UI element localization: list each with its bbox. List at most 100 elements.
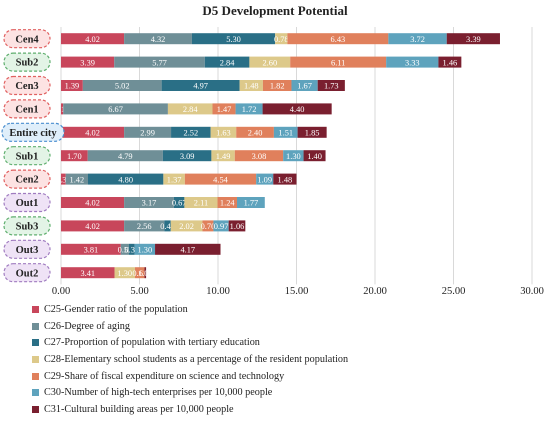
bar-segment xyxy=(61,267,115,279)
bar-segment xyxy=(163,173,185,185)
bar-segment xyxy=(61,197,125,208)
data-label: 1.72 xyxy=(242,105,257,114)
bar-segment xyxy=(287,33,389,45)
x-tick-label: 20.00 xyxy=(363,286,387,297)
data-label: 2.11 xyxy=(194,199,208,208)
data-label: 4.02 xyxy=(85,35,100,44)
bar-segment xyxy=(438,56,462,68)
legend-swatch xyxy=(32,322,39,330)
bar-segment xyxy=(388,33,447,45)
bar-segment xyxy=(275,33,288,45)
data-label: 3.41 xyxy=(80,269,95,278)
data-label: 1.01 xyxy=(138,269,153,278)
bar-segment xyxy=(249,56,291,68)
data-label: 1.73 xyxy=(324,82,339,91)
data-label: 2.56 xyxy=(137,222,152,231)
bar-segment xyxy=(61,220,125,232)
data-label: 3.09 xyxy=(180,152,195,161)
bar-segment xyxy=(144,267,147,279)
data-label: 1.30 xyxy=(286,152,301,161)
data-label: 1.37 xyxy=(167,175,182,184)
data-label: 2.84 xyxy=(183,105,198,114)
x-tick-label: 25.00 xyxy=(442,286,466,297)
data-label: 1.39 xyxy=(65,82,80,91)
category-pill xyxy=(3,99,51,119)
bar-segment xyxy=(124,197,174,208)
bar-segment xyxy=(124,220,165,232)
data-label: 1.51 xyxy=(278,129,293,138)
data-label: 4.17 xyxy=(180,246,195,255)
x-tick-label: 10.00 xyxy=(206,286,230,297)
data-label: 0.30 xyxy=(56,175,71,184)
legend-item: C29-Share of fiscal expenditure on scien… xyxy=(32,368,542,385)
data-label: 0.70 xyxy=(201,222,216,231)
data-label: 1.06 xyxy=(230,222,245,231)
category-label: Cen1 xyxy=(15,105,38,116)
category-pill xyxy=(3,169,51,189)
bar-segment xyxy=(87,150,163,162)
data-label: 6.11 xyxy=(331,58,345,67)
x-tick-label: 0.00 xyxy=(52,286,70,297)
category-label: Entire city xyxy=(9,128,57,139)
data-label: 4.79 xyxy=(118,152,133,161)
data-label: 5.02 xyxy=(115,82,130,91)
category-pill xyxy=(3,216,51,236)
bar-segment xyxy=(211,150,235,162)
bar-segment xyxy=(191,33,276,45)
bar-segment xyxy=(184,173,257,185)
bar-segment xyxy=(291,80,318,91)
bar-segment xyxy=(283,150,304,162)
bar-segment xyxy=(155,243,221,255)
bar-segment xyxy=(290,56,387,68)
bar-segment xyxy=(236,197,265,208)
category-label: Cen2 xyxy=(15,175,38,186)
bar-segment xyxy=(114,267,135,279)
chart-title: D5 Development Potential xyxy=(202,3,348,18)
bar-segment xyxy=(213,220,229,232)
bar-segment xyxy=(446,33,500,45)
data-label: 0.61 xyxy=(132,269,147,278)
data-label: 5.77 xyxy=(152,58,167,67)
data-label: 3.39 xyxy=(80,58,95,67)
data-label: 3.08 xyxy=(252,152,267,161)
category-pill xyxy=(3,146,51,166)
bar-segment xyxy=(234,150,284,162)
category-pill xyxy=(3,75,51,96)
x-tick-label: 30.00 xyxy=(520,286,544,297)
legend-label: C28-Elementary school students as a perc… xyxy=(44,353,349,365)
data-label: 1.24 xyxy=(220,199,235,208)
data-label: 4.32 xyxy=(151,35,166,44)
bar-segment xyxy=(124,33,192,45)
bar-segment xyxy=(164,220,171,232)
data-label: 3.72 xyxy=(410,35,425,44)
bar-segment xyxy=(82,80,162,91)
category-label: Cen3 xyxy=(15,81,38,92)
bar-segment xyxy=(262,80,292,91)
data-label: 1.47 xyxy=(217,105,232,114)
bar-segment xyxy=(128,243,135,255)
bar-segment xyxy=(236,126,274,138)
data-label: 1.48 xyxy=(244,82,259,91)
legend-label: C27-Proportion of population with tertia… xyxy=(44,337,260,349)
data-label: 2.02 xyxy=(179,222,194,231)
category-label: Out3 xyxy=(16,245,39,256)
bar-segment xyxy=(88,173,164,185)
data-label: 4.02 xyxy=(85,222,100,231)
data-label: 0.41 xyxy=(160,222,175,231)
data-label: 1.49 xyxy=(216,152,231,161)
bar-segment xyxy=(171,126,211,138)
bar-segment xyxy=(386,56,439,68)
data-label: 0.78 xyxy=(274,35,289,44)
bar-segment xyxy=(273,173,297,185)
bar-segment xyxy=(61,80,83,91)
data-label: 1.30 xyxy=(117,269,132,278)
data-label: 2.60 xyxy=(262,58,277,67)
category-pill xyxy=(3,263,51,283)
legend-item: C31-Cultural building areas per 10,000 p… xyxy=(32,401,542,418)
bar-segment xyxy=(61,126,125,138)
category-pill xyxy=(3,52,51,72)
bar-segment xyxy=(61,56,115,68)
data-label: 1.40 xyxy=(307,152,322,161)
bar-segment xyxy=(161,80,240,91)
